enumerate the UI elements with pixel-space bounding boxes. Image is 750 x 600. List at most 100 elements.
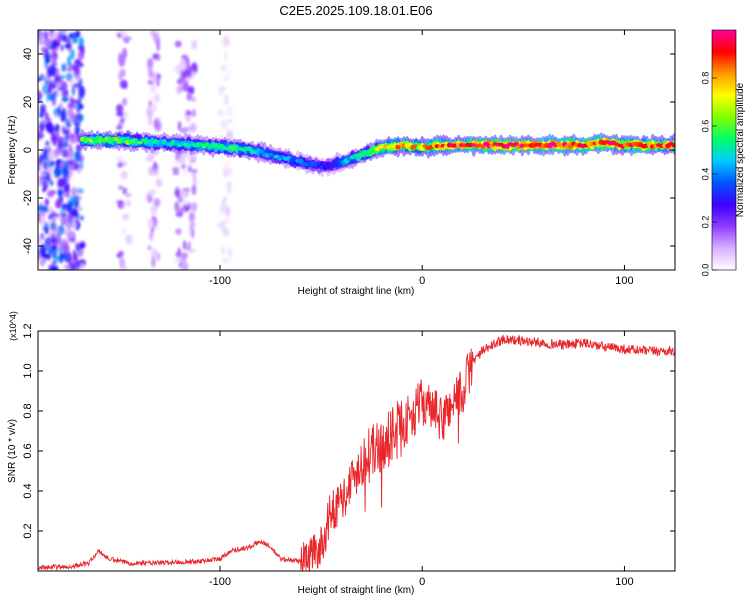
- noise-blob: [122, 213, 130, 221]
- noise-blob: [223, 195, 228, 202]
- noise-blob: [77, 56, 85, 60]
- noise-blob: [66, 66, 73, 72]
- noise-blob: [55, 87, 60, 98]
- spectrogram-y-axis-label: Frequency (Hz): [7, 116, 18, 185]
- noise-blob: [147, 63, 153, 75]
- noise-blob: [185, 115, 192, 122]
- noise-blob: [227, 248, 232, 257]
- noise-blob: [117, 52, 124, 61]
- noise-blob: [74, 58, 82, 65]
- noise-blob: [152, 81, 157, 93]
- noise-blob: [188, 211, 196, 222]
- snr-y-multiplier: (x10^4): [8, 311, 18, 341]
- noise-blob: [71, 217, 77, 226]
- noise-blob: [191, 184, 197, 196]
- noise-blob: [189, 122, 197, 133]
- x-tick-label: 100: [615, 576, 633, 588]
- noise-blob: [72, 253, 78, 260]
- noise-blob: [156, 78, 160, 87]
- noise-blob: [179, 127, 188, 134]
- noise-blob: [175, 85, 182, 95]
- y-tick-label: 0.4: [22, 483, 34, 498]
- noise-blob: [69, 96, 74, 104]
- noise-blob: [50, 61, 58, 67]
- noise-blob: [76, 168, 82, 174]
- noise-blob: [48, 151, 56, 161]
- noise-blob: [118, 250, 124, 257]
- noise-blob: [56, 198, 63, 207]
- y-tick-label: 0.8: [22, 403, 34, 418]
- noise-blob: [223, 257, 229, 265]
- noise-blob: [122, 70, 126, 76]
- noise-blob: [179, 188, 185, 199]
- noise-blob: [126, 200, 131, 207]
- noise-blob: [218, 86, 226, 92]
- colorbar-tick-label: 0.8: [700, 72, 710, 85]
- noise-blob: [185, 77, 192, 82]
- noise-blob: [124, 36, 132, 41]
- noise-blob: [191, 39, 198, 50]
- noise-blob: [45, 140, 50, 147]
- noise-blob: [119, 256, 125, 268]
- noise-blob: [61, 97, 69, 103]
- noise-blob: [67, 103, 74, 108]
- noise-blob: [146, 192, 153, 203]
- y-tick-label: 20: [22, 96, 34, 108]
- noise-blob: [223, 94, 230, 106]
- noise-blob: [55, 165, 61, 176]
- noise-blob: [38, 165, 44, 171]
- noise-blob: [222, 35, 229, 47]
- noise-blob: [152, 72, 158, 82]
- noise-blob: [153, 93, 161, 103]
- noise-blob: [38, 175, 43, 187]
- noise-blob: [148, 116, 153, 126]
- noise-blob: [124, 110, 128, 120]
- noise-blob: [67, 55, 71, 67]
- noise-blob: [65, 229, 74, 240]
- noise-blob: [50, 65, 56, 77]
- noise-blob: [175, 67, 180, 73]
- noise-blob: [75, 246, 81, 251]
- y-tick-label: 40: [22, 48, 34, 60]
- ridge-cell: [568, 144, 574, 149]
- noise-blob: [76, 188, 84, 194]
- noise-blob: [181, 252, 187, 264]
- noise-blob: [182, 240, 187, 250]
- noise-blob: [45, 164, 53, 174]
- noise-blob: [176, 202, 180, 213]
- noise-blob: [74, 82, 80, 88]
- noise-blob: [38, 153, 44, 165]
- noise-blob: [226, 106, 234, 117]
- noise-blob: [119, 30, 124, 35]
- noise-blob: [38, 248, 43, 254]
- noise-blob: [60, 238, 69, 250]
- noise-blob: [68, 143, 72, 151]
- y-tick-label: 1.0: [22, 363, 34, 378]
- noise-blob: [76, 107, 81, 113]
- noise-blob: [51, 38, 57, 50]
- noise-blob: [221, 66, 226, 71]
- noise-blob: [38, 90, 42, 98]
- noise-blob: [151, 256, 156, 268]
- noise-blob: [219, 203, 226, 215]
- noise-blob: [225, 206, 230, 217]
- figure-title: C2E5.2025.109.18.01.E06: [279, 3, 432, 18]
- noise-blob: [71, 186, 78, 196]
- noise-blob: [147, 218, 154, 229]
- noise-blob: [62, 141, 69, 148]
- spectrogram-x-axis-label: Height of straight line (km): [298, 286, 415, 297]
- noise-blob: [67, 214, 73, 221]
- noise-blob: [190, 227, 195, 239]
- noise-blob: [76, 126, 81, 133]
- noise-blob: [74, 65, 81, 76]
- noise-blob: [156, 178, 163, 188]
- noise-blob: [72, 195, 79, 207]
- noise-blob: [150, 204, 158, 216]
- noise-blob: [64, 136, 69, 142]
- noise-blob: [39, 217, 46, 223]
- colorbar-tick-label: 0.0: [700, 264, 710, 277]
- noise-blob: [175, 251, 183, 258]
- noise-blob: [124, 192, 132, 198]
- noise-blob: [78, 52, 85, 57]
- x-tick-label: 0: [419, 576, 425, 588]
